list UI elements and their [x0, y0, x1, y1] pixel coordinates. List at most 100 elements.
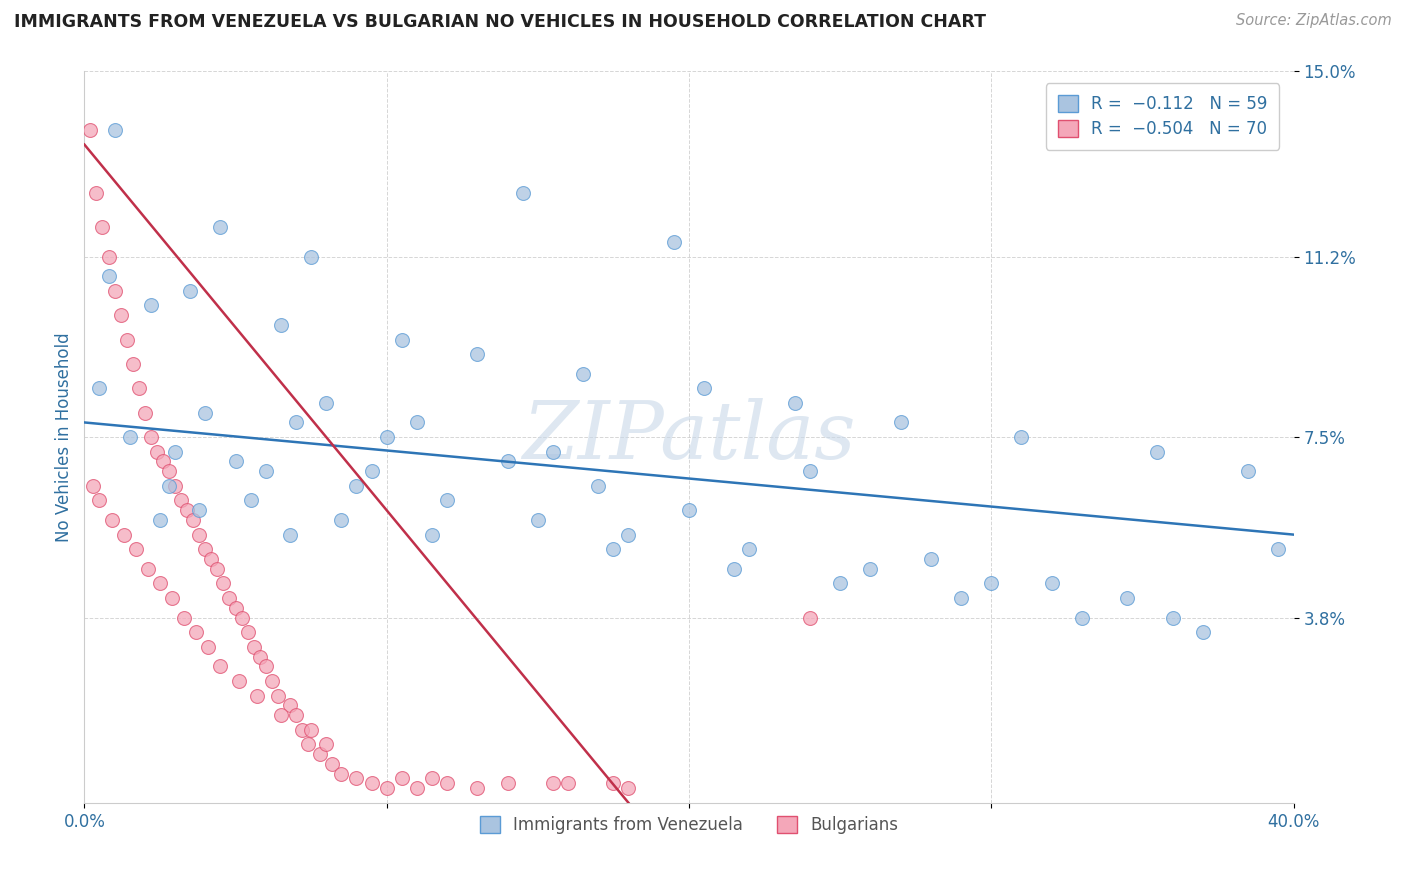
Point — [420, 772, 443, 786]
Point — [212, 576, 235, 591]
Y-axis label: No Vehicles in Household: No Vehicles in Household — [55, 332, 73, 542]
Point — [181, 513, 204, 527]
Point — [512, 186, 534, 201]
Point — [572, 367, 595, 381]
Point — [152, 454, 174, 468]
Point — [200, 552, 222, 566]
Point — [527, 513, 550, 527]
Point — [1040, 576, 1063, 591]
Point — [321, 756, 343, 771]
Point — [100, 513, 122, 527]
Point — [406, 781, 429, 796]
Point — [662, 235, 685, 249]
Point — [617, 527, 640, 541]
Point — [165, 444, 187, 458]
Point — [128, 381, 150, 395]
Point — [91, 220, 114, 235]
Point — [209, 659, 232, 673]
Point — [541, 444, 564, 458]
Point — [330, 513, 353, 527]
Point — [602, 542, 624, 557]
Point — [136, 562, 159, 576]
Point — [436, 776, 458, 790]
Point — [467, 781, 489, 796]
Point — [375, 781, 398, 796]
Point — [285, 416, 308, 430]
Point — [97, 250, 120, 264]
Point — [104, 123, 127, 137]
Point — [950, 591, 973, 605]
Point — [297, 737, 319, 751]
Point — [218, 591, 240, 605]
Point — [254, 659, 277, 673]
Point — [309, 747, 332, 761]
Point — [149, 576, 172, 591]
Point — [1011, 430, 1033, 444]
Point — [197, 640, 219, 654]
Point — [79, 123, 101, 137]
Point — [157, 479, 180, 493]
Point — [110, 308, 132, 322]
Point — [89, 493, 111, 508]
Point — [270, 708, 292, 723]
Point — [360, 776, 382, 790]
Point — [391, 772, 413, 786]
Point — [1161, 610, 1184, 624]
Point — [315, 396, 337, 410]
Point — [391, 333, 413, 347]
Point — [330, 766, 353, 780]
Text: Source: ZipAtlas.com: Source: ZipAtlas.com — [1236, 13, 1392, 29]
Point — [299, 250, 322, 264]
Point — [236, 625, 259, 640]
Point — [149, 513, 172, 527]
Point — [278, 527, 301, 541]
Point — [267, 689, 290, 703]
Point — [799, 464, 821, 478]
Point — [209, 220, 232, 235]
Point — [188, 503, 211, 517]
Point — [225, 600, 247, 615]
Point — [859, 562, 882, 576]
Point — [980, 576, 1002, 591]
Point — [249, 649, 271, 664]
Point — [121, 357, 143, 371]
Point — [139, 430, 162, 444]
Point — [115, 333, 138, 347]
Point — [799, 610, 821, 624]
Point — [125, 542, 148, 557]
Text: ZIPatlas: ZIPatlas — [522, 399, 856, 475]
Point — [541, 776, 564, 790]
Point — [118, 430, 141, 444]
Point — [194, 542, 217, 557]
Point — [602, 776, 624, 790]
Point — [278, 698, 301, 713]
Point — [89, 381, 111, 395]
Point — [436, 493, 458, 508]
Point — [693, 381, 716, 395]
Point — [783, 396, 806, 410]
Point — [239, 493, 262, 508]
Point — [139, 298, 162, 312]
Point — [246, 689, 269, 703]
Point — [315, 737, 337, 751]
Point — [165, 479, 187, 493]
Point — [194, 406, 217, 420]
Point — [260, 673, 283, 688]
Point — [225, 454, 247, 468]
Point — [270, 318, 292, 332]
Point — [890, 416, 912, 430]
Point — [678, 503, 700, 517]
Point — [160, 591, 183, 605]
Point — [346, 772, 368, 786]
Point — [228, 673, 250, 688]
Point — [188, 527, 211, 541]
Point — [97, 269, 120, 284]
Point — [242, 640, 264, 654]
Point — [496, 454, 519, 468]
Point — [112, 527, 135, 541]
Point — [420, 527, 443, 541]
Point — [1146, 444, 1168, 458]
Point — [170, 493, 193, 508]
Point — [588, 479, 610, 493]
Point — [1192, 625, 1215, 640]
